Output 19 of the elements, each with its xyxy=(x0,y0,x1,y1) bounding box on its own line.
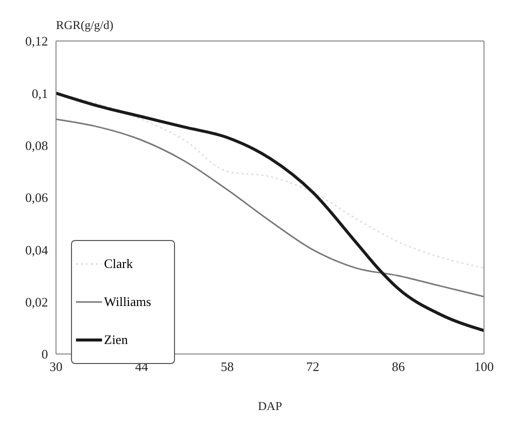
legend-label: Clark xyxy=(104,256,133,272)
y-tick-label: 0,1 xyxy=(32,86,48,101)
x-tick-label: 58 xyxy=(220,359,234,374)
y-tick-label: 0,12 xyxy=(25,34,48,49)
x-tick-label: 86 xyxy=(392,359,406,374)
line-series xyxy=(56,118,484,298)
x-tick-label: 30 xyxy=(50,359,62,374)
line-series xyxy=(56,92,484,332)
x-tick-label: 100 xyxy=(474,359,494,374)
y-tick-label: 0,06 xyxy=(25,190,48,206)
x-axis-title: DAP xyxy=(258,399,282,413)
legend-label: Williams xyxy=(104,294,152,310)
x-tick-label: 72 xyxy=(306,359,320,374)
y-tick-label: 0,04 xyxy=(25,242,48,258)
legend-label: Zien xyxy=(104,332,128,348)
y-axis-title: RGR(g/g/d) xyxy=(56,18,114,32)
y-tick-label: 0,02 xyxy=(25,294,48,310)
y-tick-label: 0,08 xyxy=(25,138,48,153)
y-tick-label: 0 xyxy=(42,346,48,362)
